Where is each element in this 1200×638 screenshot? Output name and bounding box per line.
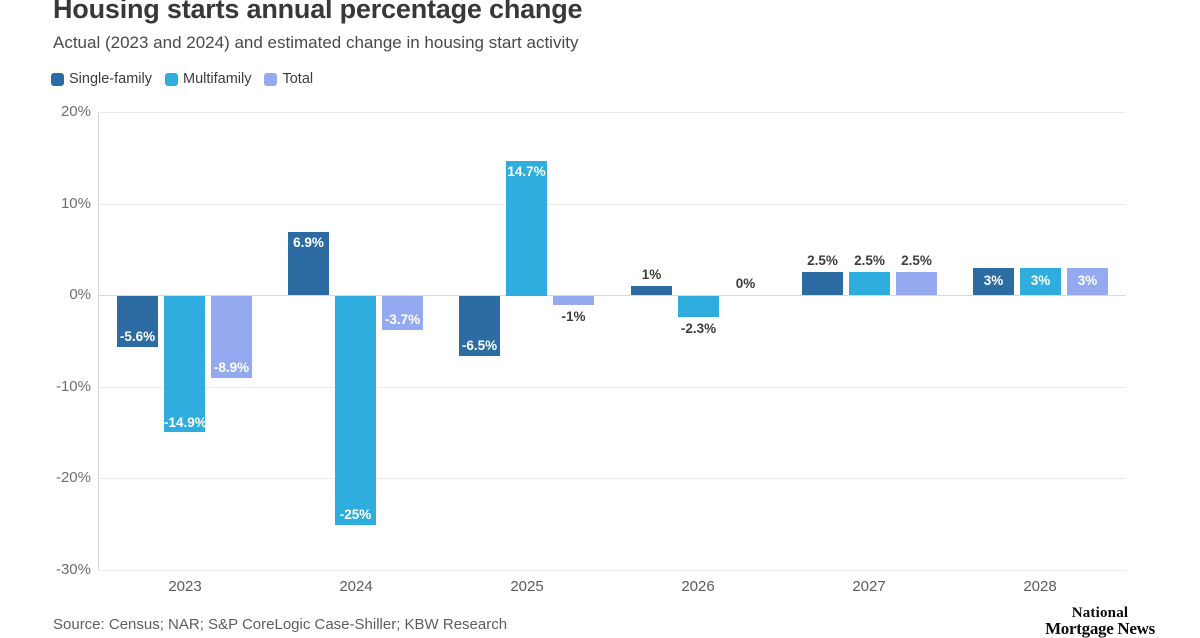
legend-label: Multifamily bbox=[183, 71, 252, 87]
bar-value-label: 2.5% bbox=[901, 253, 932, 268]
bar-value-label: -6.5% bbox=[461, 338, 498, 353]
legend-label: Single-family bbox=[69, 71, 152, 87]
bar-value-label: 6.9% bbox=[293, 235, 324, 250]
y-axis-tick-label: 20% bbox=[60, 103, 91, 120]
bar-2027-single-family bbox=[802, 272, 843, 295]
publisher-logo: National Mortgage News bbox=[1038, 605, 1162, 638]
bar-value-label: -14.9% bbox=[164, 415, 207, 430]
bar-2026-multifamily bbox=[678, 296, 719, 317]
bar-value-label: -1% bbox=[561, 309, 586, 324]
gridline--10% bbox=[99, 387, 1126, 388]
legend: Single-family Multifamily Total bbox=[51, 71, 313, 87]
publisher-logo-line2: Mortgage News bbox=[1045, 619, 1155, 638]
bar-2028-single-family bbox=[973, 268, 1014, 295]
bar-value-label: 3% bbox=[1077, 273, 1098, 288]
gridline--30% bbox=[99, 570, 1126, 571]
legend-item-multifamily: Multifamily bbox=[165, 71, 251, 87]
bar-value-label: -3.7% bbox=[384, 312, 421, 327]
plot-area: 20% 10% 0% -10% -20% -30% -5.6% -14.9% -8.9% 2023… bbox=[56, 104, 1126, 595]
x-axis-tick-label-2024: 2024 bbox=[339, 578, 373, 595]
bar-2028-multifamily bbox=[1020, 268, 1061, 295]
chart-title: Housing starts annual percentage change bbox=[53, 0, 583, 24]
bar-value-label: -25% bbox=[339, 507, 372, 522]
x-axis-tick-label-2028: 2028 bbox=[1023, 578, 1057, 595]
bar-2028-total bbox=[1067, 268, 1108, 295]
x-axis-tick-label-2023: 2023 bbox=[168, 578, 202, 595]
bar-2023-single-family bbox=[117, 296, 158, 347]
bar-value-label: 2.5% bbox=[807, 253, 838, 268]
bar-2023-total bbox=[211, 296, 252, 378]
legend-item-single-family: Single-family bbox=[51, 71, 152, 87]
bar-2027-total bbox=[896, 272, 937, 295]
legend-swatch bbox=[264, 72, 278, 86]
gridline-0% bbox=[99, 295, 1126, 296]
source-note: Source: Census; NAR; S&P CoreLogic Case-… bbox=[53, 616, 508, 633]
bar-2027-multifamily bbox=[849, 272, 890, 295]
y-axis-tick-label: 10% bbox=[60, 195, 91, 212]
bar-value-label: 3% bbox=[1030, 273, 1051, 288]
bar-value-label: -2.3% bbox=[680, 321, 717, 336]
bar-value-label: -5.6% bbox=[119, 329, 156, 344]
bar-value-label: 0% bbox=[735, 276, 756, 291]
y-axis-tick-label: -20% bbox=[55, 469, 91, 486]
bar-2024-multifamily bbox=[335, 296, 376, 525]
bar-value-label: -8.9% bbox=[213, 360, 250, 375]
legend-swatch bbox=[165, 72, 178, 86]
gridline-10% bbox=[99, 204, 1126, 205]
bar-2024-single-family bbox=[288, 232, 329, 295]
x-axis-tick-label-2026: 2026 bbox=[681, 578, 715, 595]
x-axis-tick-label-2027: 2027 bbox=[852, 578, 886, 595]
bar-2025-multifamily bbox=[506, 161, 547, 296]
legend-label: Total bbox=[282, 71, 314, 87]
bar-2025-single-family bbox=[459, 296, 500, 356]
x-axis-tick-label-2025: 2025 bbox=[510, 578, 544, 595]
bar-value-label: 1% bbox=[641, 267, 662, 282]
legend-item-total: Total bbox=[264, 71, 313, 87]
bar-value-label: 3% bbox=[983, 273, 1004, 288]
y-axis-tick-label: -30% bbox=[55, 561, 91, 578]
y-axis-tick-label: -10% bbox=[55, 378, 91, 395]
bar-2023-multifamily bbox=[164, 296, 205, 432]
bar-2026-single-family bbox=[631, 286, 672, 295]
gridline-20% bbox=[99, 112, 1126, 113]
publisher-logo-line1: National bbox=[1071, 605, 1129, 621]
bar-value-label: 2.5% bbox=[854, 253, 885, 268]
chart-subtitle: Actual (2023 and 2024) and estimated cha… bbox=[53, 33, 579, 52]
legend-swatch bbox=[51, 72, 64, 86]
bar-value-label: 14.7% bbox=[507, 164, 546, 179]
bar-2025-total bbox=[553, 296, 594, 305]
y-axis-tick-label: 0% bbox=[69, 286, 91, 303]
gridline--20% bbox=[99, 478, 1126, 479]
bar-2024-total bbox=[382, 296, 423, 330]
